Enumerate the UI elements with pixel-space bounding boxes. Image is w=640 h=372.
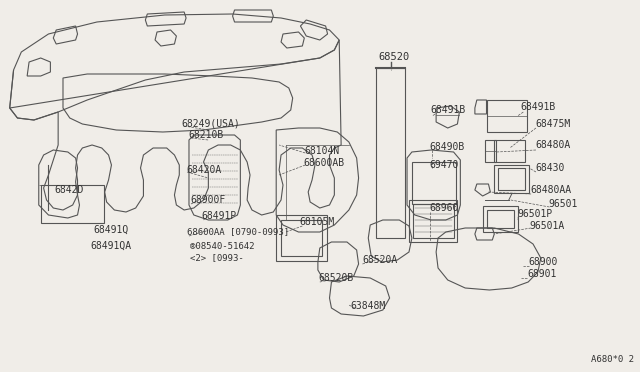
Bar bbox=[483, 206, 518, 232]
Text: 63848M: 63848M bbox=[351, 301, 386, 311]
Text: 68960: 68960 bbox=[429, 203, 459, 213]
Text: 68491QA: 68491QA bbox=[90, 241, 131, 251]
Text: 68249(USA): 68249(USA) bbox=[181, 118, 240, 128]
Bar bbox=[486, 100, 527, 132]
Text: 96501A: 96501A bbox=[529, 221, 564, 231]
Text: 96501: 96501 bbox=[548, 199, 578, 209]
Text: 68430: 68430 bbox=[535, 163, 564, 173]
Text: 68491B: 68491B bbox=[430, 105, 465, 115]
Bar bbox=[494, 140, 525, 162]
Bar bbox=[412, 162, 456, 204]
Text: 68491Q: 68491Q bbox=[93, 225, 128, 235]
Bar bbox=[498, 168, 525, 190]
Text: 68491B: 68491B bbox=[520, 102, 556, 112]
Bar bbox=[41, 185, 104, 223]
Text: 68600AB: 68600AB bbox=[303, 158, 344, 168]
Text: 68520B: 68520B bbox=[318, 273, 353, 283]
Text: 68900F: 68900F bbox=[190, 195, 225, 205]
Bar bbox=[376, 68, 405, 238]
Bar bbox=[484, 140, 496, 162]
Text: 68480A: 68480A bbox=[535, 140, 570, 150]
Text: 68901: 68901 bbox=[527, 269, 557, 279]
Text: 68520A: 68520A bbox=[362, 255, 397, 265]
Bar bbox=[413, 204, 454, 238]
Text: 68475M: 68475M bbox=[535, 119, 570, 129]
Text: 68600AA [0790-0993]: 68600AA [0790-0993] bbox=[187, 228, 289, 237]
Bar bbox=[281, 220, 322, 256]
Text: 68105M: 68105M bbox=[300, 217, 335, 227]
Text: 68420A: 68420A bbox=[186, 165, 221, 175]
Bar bbox=[494, 165, 529, 193]
Text: A680*0 2: A680*0 2 bbox=[591, 356, 634, 365]
Text: 68104N: 68104N bbox=[304, 146, 340, 156]
Text: 68480AA: 68480AA bbox=[530, 185, 572, 195]
Bar bbox=[409, 200, 458, 242]
Text: <2> [0993-: <2> [0993- bbox=[190, 253, 244, 263]
Text: ®08540-51642: ®08540-51642 bbox=[190, 241, 255, 250]
Text: 68210B: 68210B bbox=[188, 130, 223, 140]
Text: 68520: 68520 bbox=[378, 52, 409, 62]
Text: 68490B: 68490B bbox=[429, 142, 465, 152]
Text: 68491P: 68491P bbox=[202, 211, 237, 221]
Bar bbox=[276, 215, 326, 261]
Text: 96501P: 96501P bbox=[518, 209, 553, 219]
Text: 69470: 69470 bbox=[429, 160, 459, 170]
Text: 68900: 68900 bbox=[528, 257, 557, 267]
Text: 6842D: 6842D bbox=[54, 185, 84, 195]
Bar bbox=[486, 210, 514, 228]
